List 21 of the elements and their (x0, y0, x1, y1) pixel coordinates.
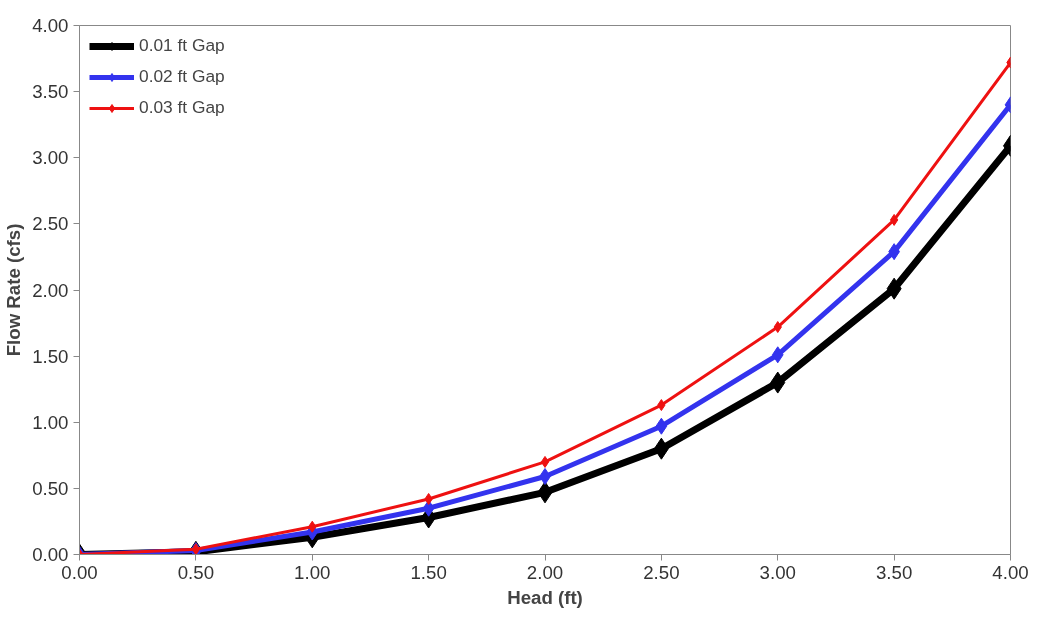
x-tick-label: 2.50 (643, 561, 680, 583)
x-tick-label: 1.50 (410, 561, 447, 583)
y-axis-title: Flow Rate (cfs) (3, 223, 25, 357)
x-tick-label: 0.50 (177, 561, 215, 583)
y-tick-label: 4.00 (32, 15, 69, 36)
x-tick-label: 3.00 (759, 561, 796, 583)
x-tick-label: 2.00 (526, 561, 564, 583)
y-tick-label: 3.50 (32, 81, 69, 103)
y-tick-label: 0.50 (32, 477, 69, 499)
x-tick-label: 3.50 (875, 561, 913, 583)
y-tick-label: 1.00 (32, 411, 69, 433)
legend-label: 0.03 ft Gap (139, 97, 225, 118)
y-tick-label: 2.50 (32, 213, 69, 235)
y-tick-label: 3.00 (32, 147, 69, 169)
legend-label: 0.01 ft Gap (139, 35, 225, 56)
x-tick-label: 4.00 (992, 561, 1029, 583)
x-axis-title: Head (ft) (507, 586, 583, 608)
x-tick-label: 1.00 (294, 561, 331, 583)
legend-label: 0.02 ft Gap (139, 66, 225, 87)
y-tick-label: 2.00 (32, 279, 69, 301)
y-tick-label: 1.50 (32, 345, 69, 367)
